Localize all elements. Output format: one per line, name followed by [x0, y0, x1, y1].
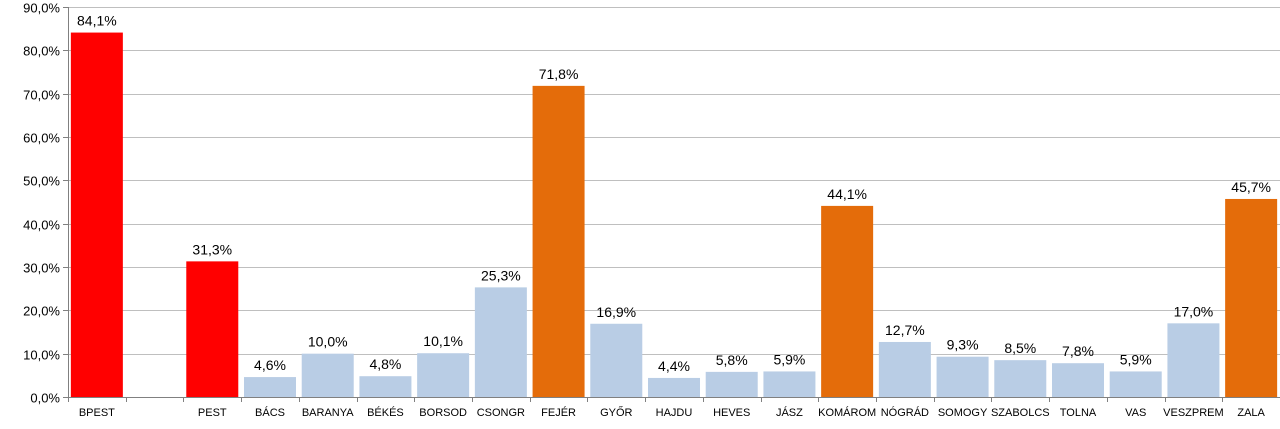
- data-labels: 84,1% 31,3% 4,6% 10,0% 4,8% 10,1% 25,3% 71,8% 16…: [77, 13, 1271, 374]
- bar-nógrád: [878, 341, 931, 397]
- bar-vas: [1109, 371, 1162, 397]
- category-label: NÓGRÁD: [881, 406, 929, 419]
- axes: [63, 7, 1280, 402]
- category-label: VESZPREM: [1163, 407, 1224, 419]
- bar-csongr: [474, 287, 527, 397]
- category-label: VAS: [1125, 407, 1146, 419]
- category-label: TOLNA: [1060, 407, 1097, 419]
- y-tick-label: 30,0%: [23, 261, 60, 276]
- category-label: CSONGR: [477, 407, 525, 419]
- data-label: 25,3%: [481, 267, 521, 283]
- data-label: 8,5%: [1004, 340, 1036, 356]
- category-label: PEST: [198, 407, 227, 419]
- data-label: 10,0%: [308, 334, 348, 350]
- y-tick-label: 70,0%: [23, 88, 60, 103]
- data-label: 4,4%: [658, 358, 690, 374]
- data-label: 71,8%: [539, 66, 579, 82]
- y-tick-label: 10,0%: [23, 348, 60, 363]
- bar-győr: [590, 323, 643, 397]
- bar-bpest: [70, 32, 123, 398]
- data-label: 31,3%: [192, 241, 232, 257]
- category-label: ZALA: [1237, 407, 1265, 419]
- category-label: HAJDU: [656, 407, 693, 419]
- y-tick-label: 50,0%: [23, 174, 60, 189]
- data-label: 7,8%: [1062, 343, 1094, 359]
- category-label: BÉKÉS: [367, 406, 404, 419]
- data-label: 5,8%: [716, 352, 748, 368]
- category-label: KOMÁROM: [818, 406, 876, 419]
- bar-fejér: [532, 85, 585, 397]
- data-label: 16,9%: [596, 304, 636, 320]
- data-label: 12,7%: [885, 322, 925, 338]
- data-label: 5,9%: [1120, 351, 1152, 367]
- category-label: JÁSZ: [776, 406, 803, 419]
- data-label: 10,1%: [423, 333, 463, 349]
- y-tick-label: 90,0%: [23, 1, 60, 16]
- category-label: SZABOLCS: [991, 407, 1050, 419]
- data-label: 84,1%: [77, 13, 117, 29]
- bar-veszprem: [1167, 323, 1220, 397]
- bar-szabolcs: [994, 360, 1047, 397]
- bar-heves: [705, 371, 758, 397]
- category-label: GYŐR: [600, 405, 632, 419]
- data-label: 9,3%: [947, 337, 979, 353]
- y-tick-label: 40,0%: [23, 218, 60, 233]
- category-label: BARANYA: [302, 407, 354, 419]
- bar-baranya: [301, 353, 354, 397]
- data-label: 17,0%: [1174, 303, 1214, 319]
- y-tick-label: 80,0%: [23, 44, 60, 59]
- bars: [70, 32, 1278, 398]
- data-label: 4,6%: [254, 357, 286, 373]
- category-label: SOMOGY: [938, 407, 988, 419]
- bar-békés: [359, 376, 412, 397]
- y-axis-tick-labels: 0,0% 10,0% 20,0% 30,0% 40,0% 50,0% 60,0% 70,0% 8…: [23, 1, 60, 406]
- bar-bács: [244, 377, 296, 397]
- category-label: BPEST: [79, 407, 115, 419]
- category-label: FEJÉR: [541, 406, 576, 419]
- bar-borsod: [417, 353, 470, 397]
- x-axis-category-labels: BPEST PEST BÁCS BARANYA BÉKÉS BORSOD CSONGR FEJ…: [79, 405, 1266, 419]
- data-label: 45,7%: [1231, 179, 1271, 195]
- gridlines: [68, 7, 1280, 355]
- data-label: 44,1%: [827, 186, 867, 202]
- bar-komárom: [821, 205, 874, 397]
- bar-somogy: [936, 356, 989, 397]
- bar-zala: [1225, 198, 1278, 397]
- data-label: 5,9%: [773, 351, 805, 367]
- bar-pest: [186, 261, 239, 397]
- y-tick-label: 60,0%: [23, 131, 60, 146]
- data-label: 4,8%: [369, 356, 401, 372]
- bar-tolna: [1052, 363, 1104, 397]
- category-label: BÁCS: [255, 406, 285, 419]
- y-tick-label: 0,0%: [30, 391, 60, 406]
- category-label: BORSOD: [419, 407, 467, 419]
- bar-hajdu: [648, 377, 700, 397]
- category-label: HEVES: [713, 407, 750, 419]
- y-tick-label: 20,0%: [23, 304, 60, 319]
- bar-jász: [763, 371, 816, 397]
